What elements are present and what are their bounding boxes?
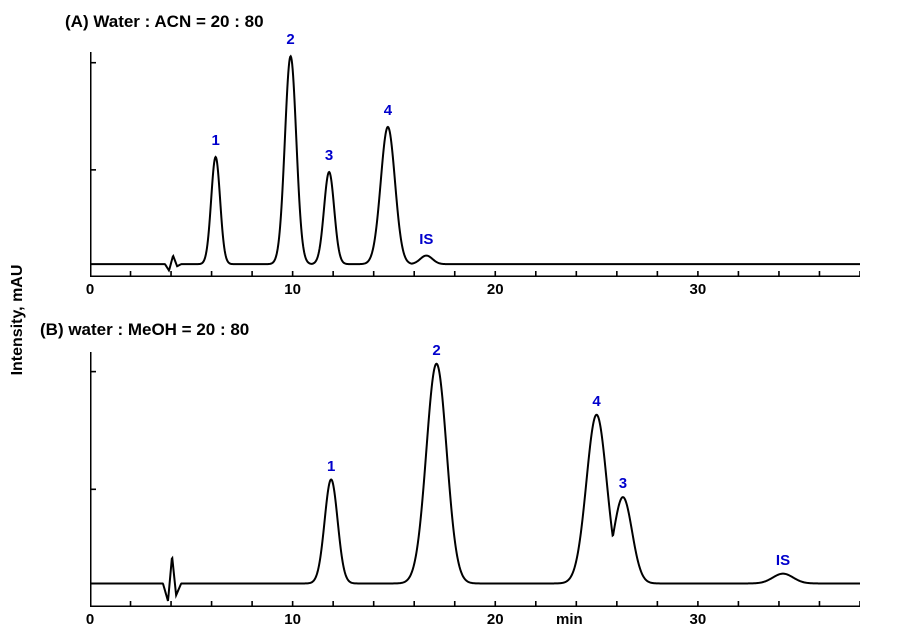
panel-a-title: (A) Water : ACN = 20 : 80: [65, 12, 264, 32]
peak-label-1: 1: [327, 458, 335, 475]
x-axis-unit: min: [556, 611, 583, 628]
panel-a-plot: [90, 52, 860, 277]
x-tick-label: 10: [284, 281, 301, 298]
peak-label-3: 3: [325, 147, 333, 164]
peak-label-IS: IS: [776, 552, 790, 569]
x-tick-label: 20: [487, 611, 504, 628]
axes: [91, 52, 861, 277]
x-tick-label: 30: [690, 281, 707, 298]
chromatogram-figure: Intensity, mAU (A) Water : ACN = 20 : 80…: [0, 0, 902, 639]
peak-label-4: 4: [592, 393, 600, 410]
y-axis-label: Intensity, mAU: [9, 264, 27, 375]
panel-b-svg: [90, 352, 860, 607]
panel-b-plot: [90, 352, 860, 607]
x-tick-label: 30: [690, 611, 707, 628]
x-tick-label: 10: [284, 611, 301, 628]
x-tick-label: 0: [86, 611, 94, 628]
x-tick-label: 0: [86, 281, 94, 298]
x-tick-label: 20: [487, 281, 504, 298]
panel-a-svg: [90, 52, 860, 277]
peak-label-2: 2: [432, 342, 440, 359]
peak-label-4: 4: [384, 102, 392, 119]
panel-b-title: (B) water : MeOH = 20 : 80: [40, 320, 249, 340]
axes: [91, 352, 861, 607]
peak-label-1: 1: [211, 132, 219, 149]
peak-label-2: 2: [286, 31, 294, 48]
chromatogram-trace: [90, 364, 860, 601]
peak-label-3: 3: [619, 475, 627, 492]
chromatogram-trace: [90, 56, 860, 270]
peak-label-IS: IS: [419, 231, 433, 248]
